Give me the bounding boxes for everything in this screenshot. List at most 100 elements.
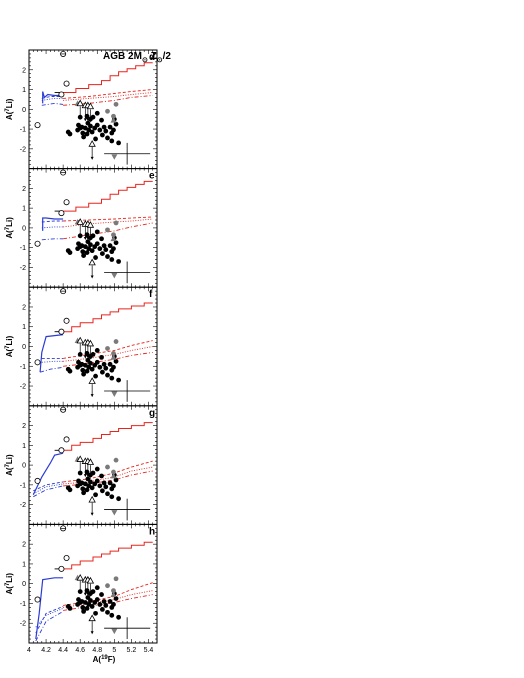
x-tick-label: 5 bbox=[112, 647, 116, 654]
data-point-filled-circle bbox=[105, 254, 110, 259]
data-point-filled-circle bbox=[116, 614, 121, 620]
blue-solid-curve bbox=[35, 577, 64, 640]
y-tick-label: 1 bbox=[22, 561, 26, 568]
data-point-grey-circle bbox=[113, 101, 119, 107]
data-point-grey-circle bbox=[113, 339, 119, 344]
data-point-filled-circle bbox=[97, 127, 103, 133]
data-point-open-circle bbox=[58, 91, 65, 98]
data-point-filled-circle bbox=[116, 496, 121, 502]
data-point-filled-circle bbox=[89, 485, 95, 491]
data-point-filled-circle bbox=[81, 134, 87, 140]
blue-dotted-curve bbox=[35, 607, 64, 628]
data-point-filled-circle bbox=[88, 479, 93, 485]
blue-dashed-curve bbox=[41, 220, 64, 223]
data-point-filled-circle bbox=[113, 240, 119, 246]
limit-arrow-head bbox=[88, 356, 92, 360]
data-point-open-triangle-limit bbox=[86, 576, 95, 584]
data-point-filled-circle bbox=[81, 371, 87, 377]
data-point-filled-circle bbox=[89, 129, 95, 135]
y-tick-label: -1 bbox=[20, 127, 26, 134]
blue-dashdot-curve bbox=[39, 366, 64, 373]
y-axis-label: A(7Li) bbox=[5, 217, 14, 239]
data-point-open-triangle-limit bbox=[86, 102, 95, 110]
panel-label: h bbox=[149, 526, 155, 537]
data-point-filled-circle bbox=[116, 377, 121, 383]
x-tick-label: 4.4 bbox=[58, 647, 68, 654]
data-point-filled-circle bbox=[81, 253, 87, 258]
data-point-filled-circle bbox=[89, 604, 95, 609]
limit-arrow-head bbox=[90, 394, 94, 398]
limit-arrow-head bbox=[90, 512, 94, 516]
y-tick-label: -2 bbox=[20, 265, 26, 272]
data-point-filled-circle bbox=[109, 612, 115, 618]
panel-frame bbox=[28, 286, 158, 407]
limit-arrow-head bbox=[88, 475, 92, 479]
data-point-filled-circle bbox=[105, 491, 110, 497]
data-point-open-circle bbox=[34, 359, 41, 366]
y-tick-label: -2 bbox=[20, 502, 26, 509]
limit-arrow-head bbox=[83, 592, 87, 596]
limit-arrow-head bbox=[86, 592, 90, 596]
data-point-filled-circle bbox=[109, 257, 115, 262]
data-point-filled-circle bbox=[84, 487, 90, 493]
blue-dotted-curve bbox=[41, 97, 64, 101]
data-point-open-triangle-limit bbox=[76, 336, 84, 344]
blue-dotted-curve bbox=[41, 360, 64, 363]
data-point-grey-circle bbox=[105, 583, 110, 589]
panel-label: f bbox=[149, 289, 153, 300]
y-tick-label: 1 bbox=[22, 87, 26, 94]
y-tick-label: 2 bbox=[22, 67, 26, 74]
data-point-filled-circle bbox=[94, 241, 100, 247]
data-point-filled-circle bbox=[109, 375, 115, 381]
chart-title: AGB 2M⊙ Z⊙/2 bbox=[103, 51, 171, 64]
y-tick-label: 2 bbox=[22, 542, 26, 549]
data-point-grey-inverted-triangle bbox=[111, 154, 118, 160]
y-tick-label: 1 bbox=[22, 206, 26, 213]
data-point-filled-circle bbox=[99, 354, 104, 360]
data-point-filled-circle bbox=[84, 131, 90, 137]
limit-arrow-head bbox=[86, 236, 90, 240]
red-dotted-curve bbox=[63, 92, 153, 101]
data-point-grey-triangle bbox=[110, 591, 117, 597]
limit-arrow-head bbox=[86, 118, 90, 122]
red-step-curve bbox=[63, 180, 153, 212]
limit-arrow-head bbox=[78, 234, 82, 238]
data-point-filled-circle bbox=[84, 368, 90, 374]
data-point-filled-circle bbox=[67, 131, 73, 137]
limit-arrow-head bbox=[78, 116, 82, 120]
x-tick-label: 4.2 bbox=[41, 647, 51, 654]
x-tick-label: 4.8 bbox=[92, 647, 102, 654]
panel-frame bbox=[28, 168, 158, 288]
data-point-filled-circle bbox=[103, 247, 109, 253]
y-tick-label: -1 bbox=[20, 364, 26, 371]
x-axis-label: A(19F) bbox=[93, 655, 116, 664]
limit-arrow-head bbox=[83, 474, 87, 478]
data-point-filled-circle bbox=[109, 494, 115, 500]
blue-dashed-curve bbox=[35, 605, 64, 634]
limit-arrow-head bbox=[88, 119, 92, 123]
data-point-filled-circle bbox=[99, 251, 105, 256]
data-point-filled-circle bbox=[99, 592, 104, 597]
data-point-open-triangle-limit bbox=[76, 99, 84, 107]
data-point-filled-circle bbox=[116, 259, 121, 264]
data-point-grey-circle bbox=[111, 588, 116, 594]
y-tick-label: 0 bbox=[22, 581, 26, 588]
data-point-grey-circle bbox=[111, 351, 116, 356]
data-point-filled-circle bbox=[105, 609, 110, 615]
data-point-filled-circle bbox=[107, 361, 113, 367]
data-point-open-circle bbox=[34, 122, 41, 129]
data-point-filled-circle bbox=[103, 603, 109, 608]
limit-arrow-head bbox=[78, 353, 82, 357]
data-point-grey-triangle bbox=[110, 117, 117, 123]
limit-arrow-head bbox=[83, 236, 87, 240]
y-tick-label: 1 bbox=[22, 324, 26, 331]
data-point-grey-inverted-triangle bbox=[111, 510, 118, 516]
data-point-filled-circle bbox=[94, 597, 100, 602]
data-point-filled-circle bbox=[67, 250, 73, 256]
data-point-filled-circle bbox=[84, 250, 90, 256]
data-point-filled-circle bbox=[94, 585, 100, 591]
data-point-grey-circle bbox=[105, 464, 110, 470]
blue-dashed-curve bbox=[41, 96, 64, 99]
data-point-filled-circle bbox=[94, 348, 100, 353]
data-point-filled-circle bbox=[99, 369, 105, 375]
